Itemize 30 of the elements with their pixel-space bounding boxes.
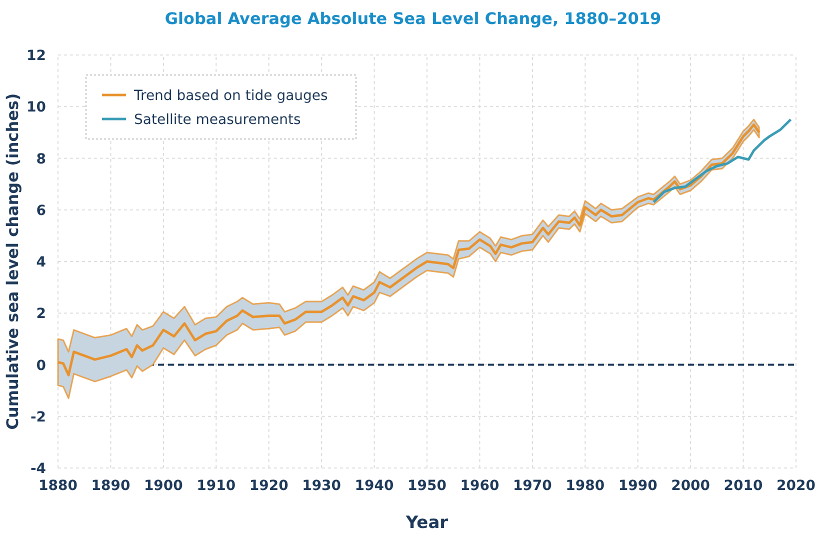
x-tick-label: 1980 bbox=[566, 478, 605, 494]
x-tick-label: 1970 bbox=[512, 478, 552, 494]
y-tick-label: 8 bbox=[36, 151, 46, 168]
y-tick-label: 0 bbox=[36, 358, 46, 374]
y-tick-label: 6 bbox=[36, 202, 46, 219]
x-tick-label: 2020 bbox=[776, 478, 816, 494]
y-tick-label: -4 bbox=[30, 461, 46, 477]
legend-label: Trend based on tide gauges bbox=[133, 88, 328, 104]
y-tick-label: 2 bbox=[36, 306, 46, 322]
x-tick-label: 1960 bbox=[460, 478, 500, 494]
x-axis-title: Year bbox=[404, 513, 449, 533]
x-tick-label: 1910 bbox=[196, 478, 236, 494]
x-tick-label: 2010 bbox=[724, 478, 764, 494]
x-tick-label: 1940 bbox=[354, 478, 394, 494]
x-tick-label: 1950 bbox=[408, 478, 447, 494]
x-tick-label: 2000 bbox=[671, 478, 710, 494]
y-tick-label: -2 bbox=[30, 409, 46, 426]
y-tick-label: 4 bbox=[36, 254, 46, 270]
line-series bbox=[652, 118, 792, 204]
chart-title: Global Average Absolute Sea Level Change, 1880–2019 bbox=[164, 9, 662, 28]
x-tick-label: 1890 bbox=[91, 478, 130, 494]
x-tick-label: 1900 bbox=[144, 478, 184, 494]
x-tick-label: 1930 bbox=[302, 478, 342, 494]
x-tick-label: 1880 bbox=[38, 478, 78, 494]
y-axis-title: Cumulative sea level change (inches) bbox=[3, 93, 22, 430]
x-tick-label: 1990 bbox=[618, 478, 658, 494]
y-tick-label: 10 bbox=[26, 100, 46, 116]
legend-label: Satellite measurements bbox=[134, 112, 301, 128]
x-tick-label: 1920 bbox=[249, 478, 289, 494]
y-tick-label: 12 bbox=[26, 48, 46, 64]
